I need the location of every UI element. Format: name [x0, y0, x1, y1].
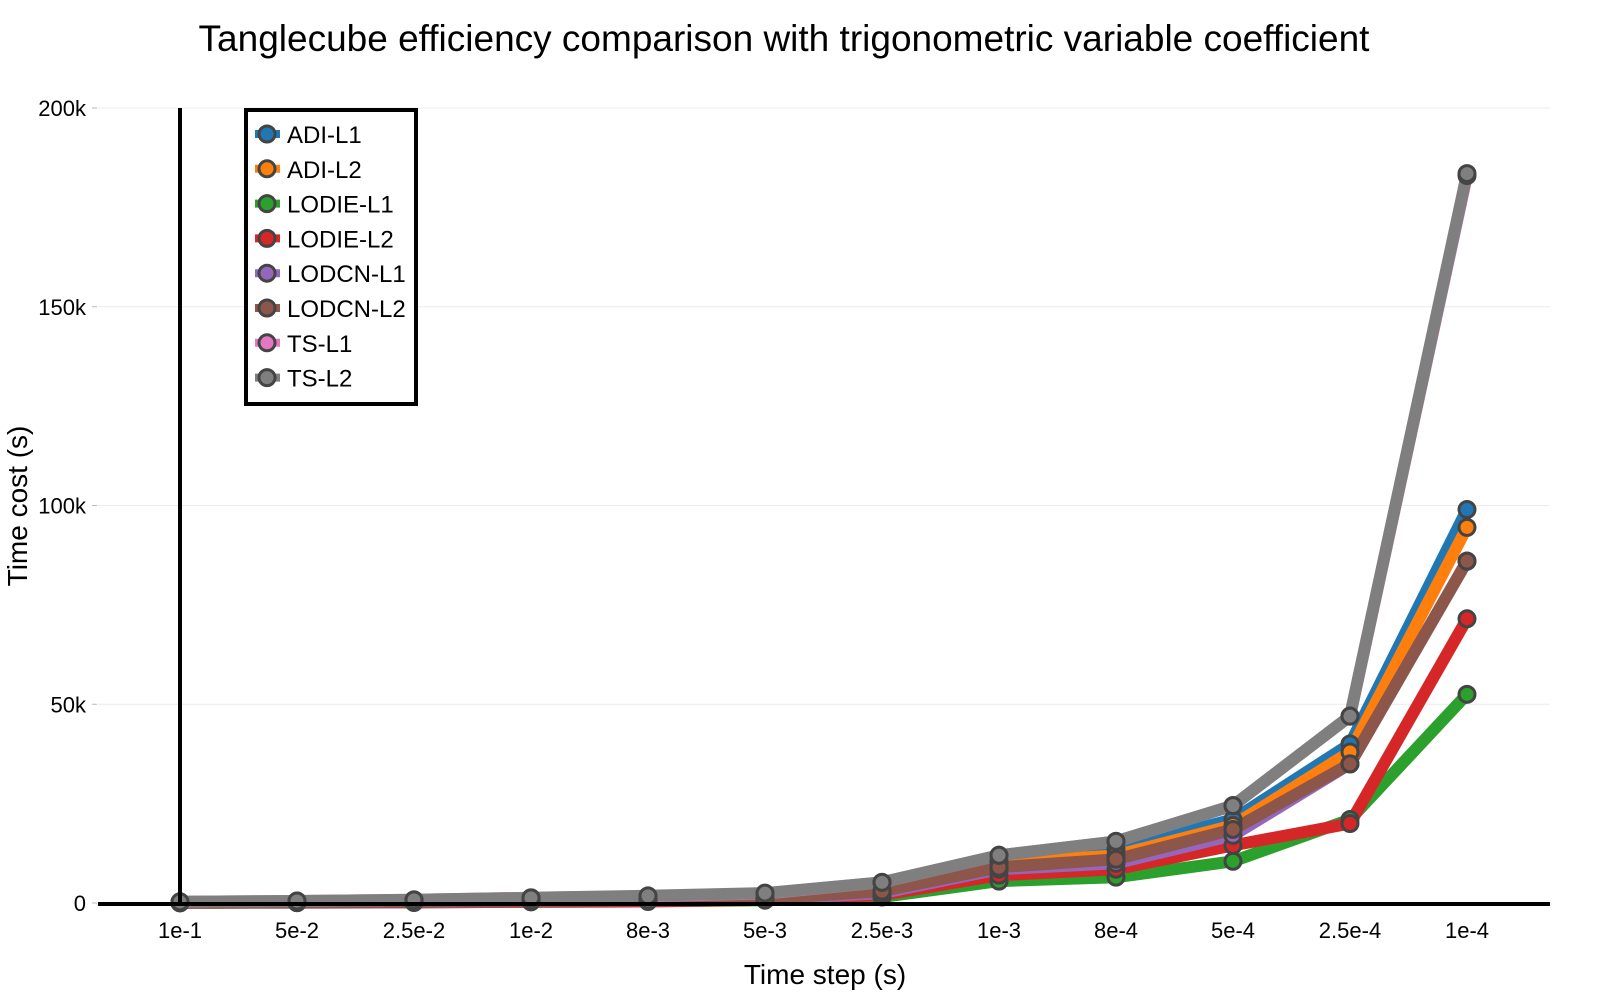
x-tick-label: 8e-4: [1094, 918, 1138, 943]
data-point-ts-l2: [1457, 164, 1477, 184]
legend-swatch-marker: [257, 159, 277, 179]
y-tick-label: 150k: [38, 295, 87, 320]
y-axis-title: Time cost (s): [2, 426, 33, 587]
data-point-ts-l2: [872, 872, 892, 892]
legend-item-adi-l1[interactable]: ADI-L1: [255, 122, 362, 149]
data-point-ts-l2: [989, 845, 1009, 865]
x-axis-ticks: 1e-1 5e-2 2.5e-2 1e-2 8e-3 5e-3 2.5e-3 1e-3 8e-4…: [158, 918, 1489, 943]
data-point-lodcn-l2: [1223, 819, 1243, 839]
legend-item-ts-l2[interactable]: TS-L2: [255, 366, 352, 393]
data-point-lodie-l1: [1223, 851, 1243, 871]
y-tick-label: 100k: [38, 494, 87, 519]
x-tick-label: 1e-4: [1445, 918, 1489, 943]
legend-box: [244, 108, 418, 406]
data-point-ts-l2: [1223, 796, 1243, 816]
data-point-ts-l2: [1106, 831, 1126, 851]
y-axis-ticks: 0 50k 100k 150k 200k: [38, 96, 97, 916]
y-tick-label: 200k: [38, 96, 87, 121]
x-tick-label: 5e-2: [275, 918, 319, 943]
data-point-lodcn-l2: [1340, 754, 1360, 774]
data-point-lodie-l2: [1340, 814, 1360, 833]
x-axis-title: Time step (s): [744, 959, 906, 990]
x-tick-label: 2.5e-4: [1319, 918, 1381, 943]
data-point-lodie-l2: [1457, 609, 1477, 629]
x-tick-label: 8e-3: [626, 918, 670, 943]
legend-swatch-marker: [257, 298, 277, 318]
legend-label: LODCN-L1: [287, 261, 406, 288]
legend-label: LODIE-L2: [287, 226, 394, 253]
legend-label: LODIE-L1: [287, 192, 394, 219]
data-point-ts-l2: [287, 891, 307, 911]
data-point-lodcn-l2: [1457, 551, 1477, 571]
legend-swatch-marker: [257, 333, 277, 353]
x-tick-label: 5e-4: [1211, 918, 1255, 943]
y-tick-label: 0: [74, 891, 86, 916]
legend-item-ts-l1[interactable]: TS-L1: [255, 331, 352, 358]
x-tick-label: 1e-3: [977, 918, 1021, 943]
data-point-ts-l2: [638, 886, 658, 906]
legend-label: TS-L1: [287, 331, 352, 358]
x-tick-label: 5e-3: [743, 918, 787, 943]
legend-swatch-marker: [257, 228, 277, 248]
legend-swatch-marker: [257, 124, 277, 144]
data-point-ts-l2: [1340, 706, 1360, 726]
series-line-ts-l2: [174, 167, 1473, 908]
legend[interactable]: ADI-L1 ADI-L2 LODIE-L1 LODIE-L2 LODCN-L1 LODC…: [244, 108, 418, 406]
data-point-lodie-l1: [1457, 684, 1477, 704]
legend-label: TS-L2: [287, 366, 352, 393]
series-markers: [170, 164, 1477, 913]
series-line-lodie-l2: [174, 612, 1473, 909]
x-tick-label: 1e-2: [509, 918, 553, 943]
legend-label: ADI-L2: [287, 157, 362, 184]
x-tick-label: 2.5e-3: [851, 918, 913, 943]
legend-item-lodcn-l2[interactable]: LODCN-L2: [255, 296, 406, 323]
data-point-ts-l2: [755, 883, 775, 903]
legend-item-lodie-l2[interactable]: LODIE-L2: [255, 226, 394, 253]
legend-label: ADI-L1: [287, 122, 362, 149]
data-point-lodcn-l2: [1106, 849, 1126, 869]
legend-swatch-marker: [257, 194, 277, 214]
legend-item-lodie-l1[interactable]: LODIE-L1: [255, 192, 394, 219]
legend-item-lodcn-l1[interactable]: LODCN-L1: [255, 261, 406, 288]
legend-swatch-marker: [257, 368, 277, 388]
y-tick-label: 50k: [51, 692, 87, 717]
x-tick-label: 2.5e-2: [383, 918, 445, 943]
data-point-adi-l2: [1457, 517, 1477, 537]
legend-swatch-marker: [257, 263, 277, 283]
legend-label: LODCN-L2: [287, 296, 406, 323]
data-point-adi-l1: [1457, 499, 1477, 519]
chart-title: Tanglecube efficiency comparison with tr…: [198, 18, 1370, 59]
x-tick-label: 1e-1: [158, 918, 202, 943]
legend-item-adi-l2[interactable]: ADI-L2: [255, 157, 362, 184]
